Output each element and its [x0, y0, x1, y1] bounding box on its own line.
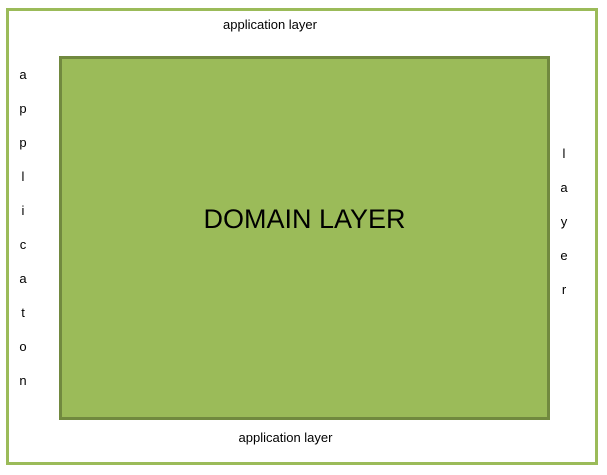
left-letter: p	[19, 101, 27, 116]
left-letter: t	[21, 305, 25, 320]
right-letter: y	[560, 214, 568, 229]
left-letter: l	[21, 169, 25, 184]
left-letter: o	[19, 339, 27, 354]
right-letter: r	[561, 282, 567, 297]
bottom-application-layer-label: application layer	[238, 430, 333, 445]
right-letter: a	[560, 180, 568, 195]
right-vertical-label: l a y e r	[555, 146, 573, 316]
domain-layer-label: DOMAIN LAYER	[203, 204, 406, 234]
right-letter: l	[562, 146, 566, 161]
left-vertical-label: a p p l i c a t o n	[14, 67, 32, 407]
left-letter: c	[19, 237, 27, 252]
left-letter: a	[19, 67, 27, 82]
top-application-layer-label: application layer	[223, 17, 317, 32]
left-letter: n	[19, 373, 27, 388]
left-letter: i	[21, 203, 25, 218]
right-letter: e	[560, 248, 568, 263]
domain-layer-box: DOMAIN LAYER	[59, 56, 550, 420]
left-letter: p	[19, 135, 27, 150]
left-letter: a	[19, 271, 27, 286]
